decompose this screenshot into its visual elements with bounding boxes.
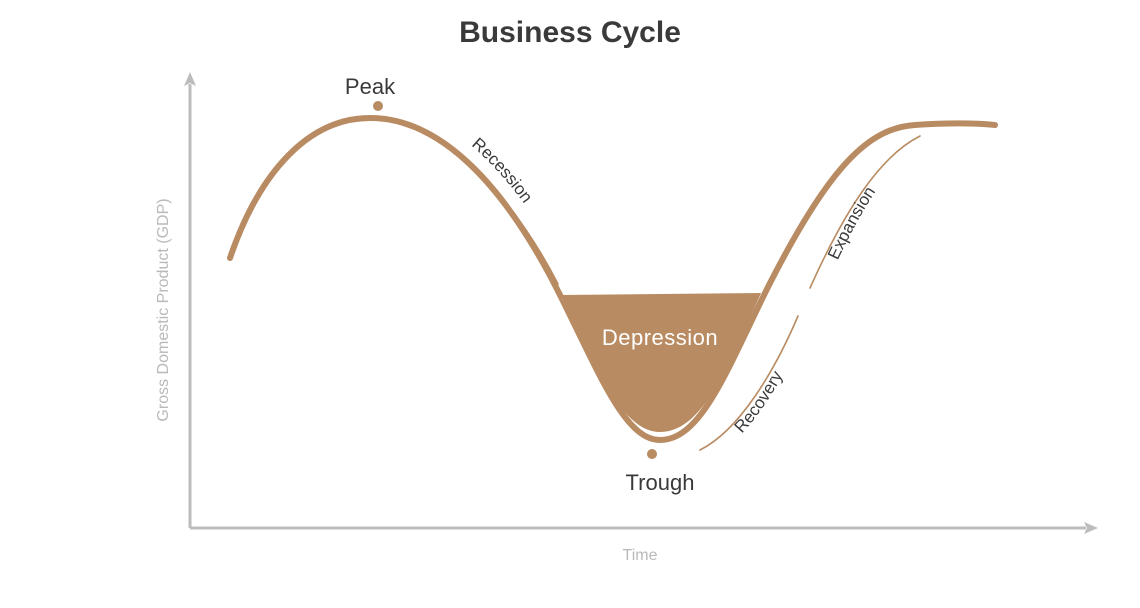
peak-marker: [373, 101, 383, 111]
trough-label: Trough: [626, 470, 695, 495]
chart-title: Business Cycle: [459, 16, 681, 49]
peak-label: Peak: [345, 74, 396, 99]
x-axis-label: Time: [623, 547, 658, 564]
expansion-label: Expansion: [824, 183, 879, 262]
y-axis-label: Gross Domestic Product (GDP): [155, 198, 172, 421]
trough-marker: [647, 449, 657, 459]
recovery-label: Recovery: [731, 367, 787, 436]
business-cycle-diagram: Business Cycle Time Gross Domestic Produ…: [0, 0, 1140, 608]
depression-label: Depression: [602, 325, 718, 350]
diagram-svg: Business Cycle Time Gross Domestic Produ…: [0, 0, 1140, 608]
